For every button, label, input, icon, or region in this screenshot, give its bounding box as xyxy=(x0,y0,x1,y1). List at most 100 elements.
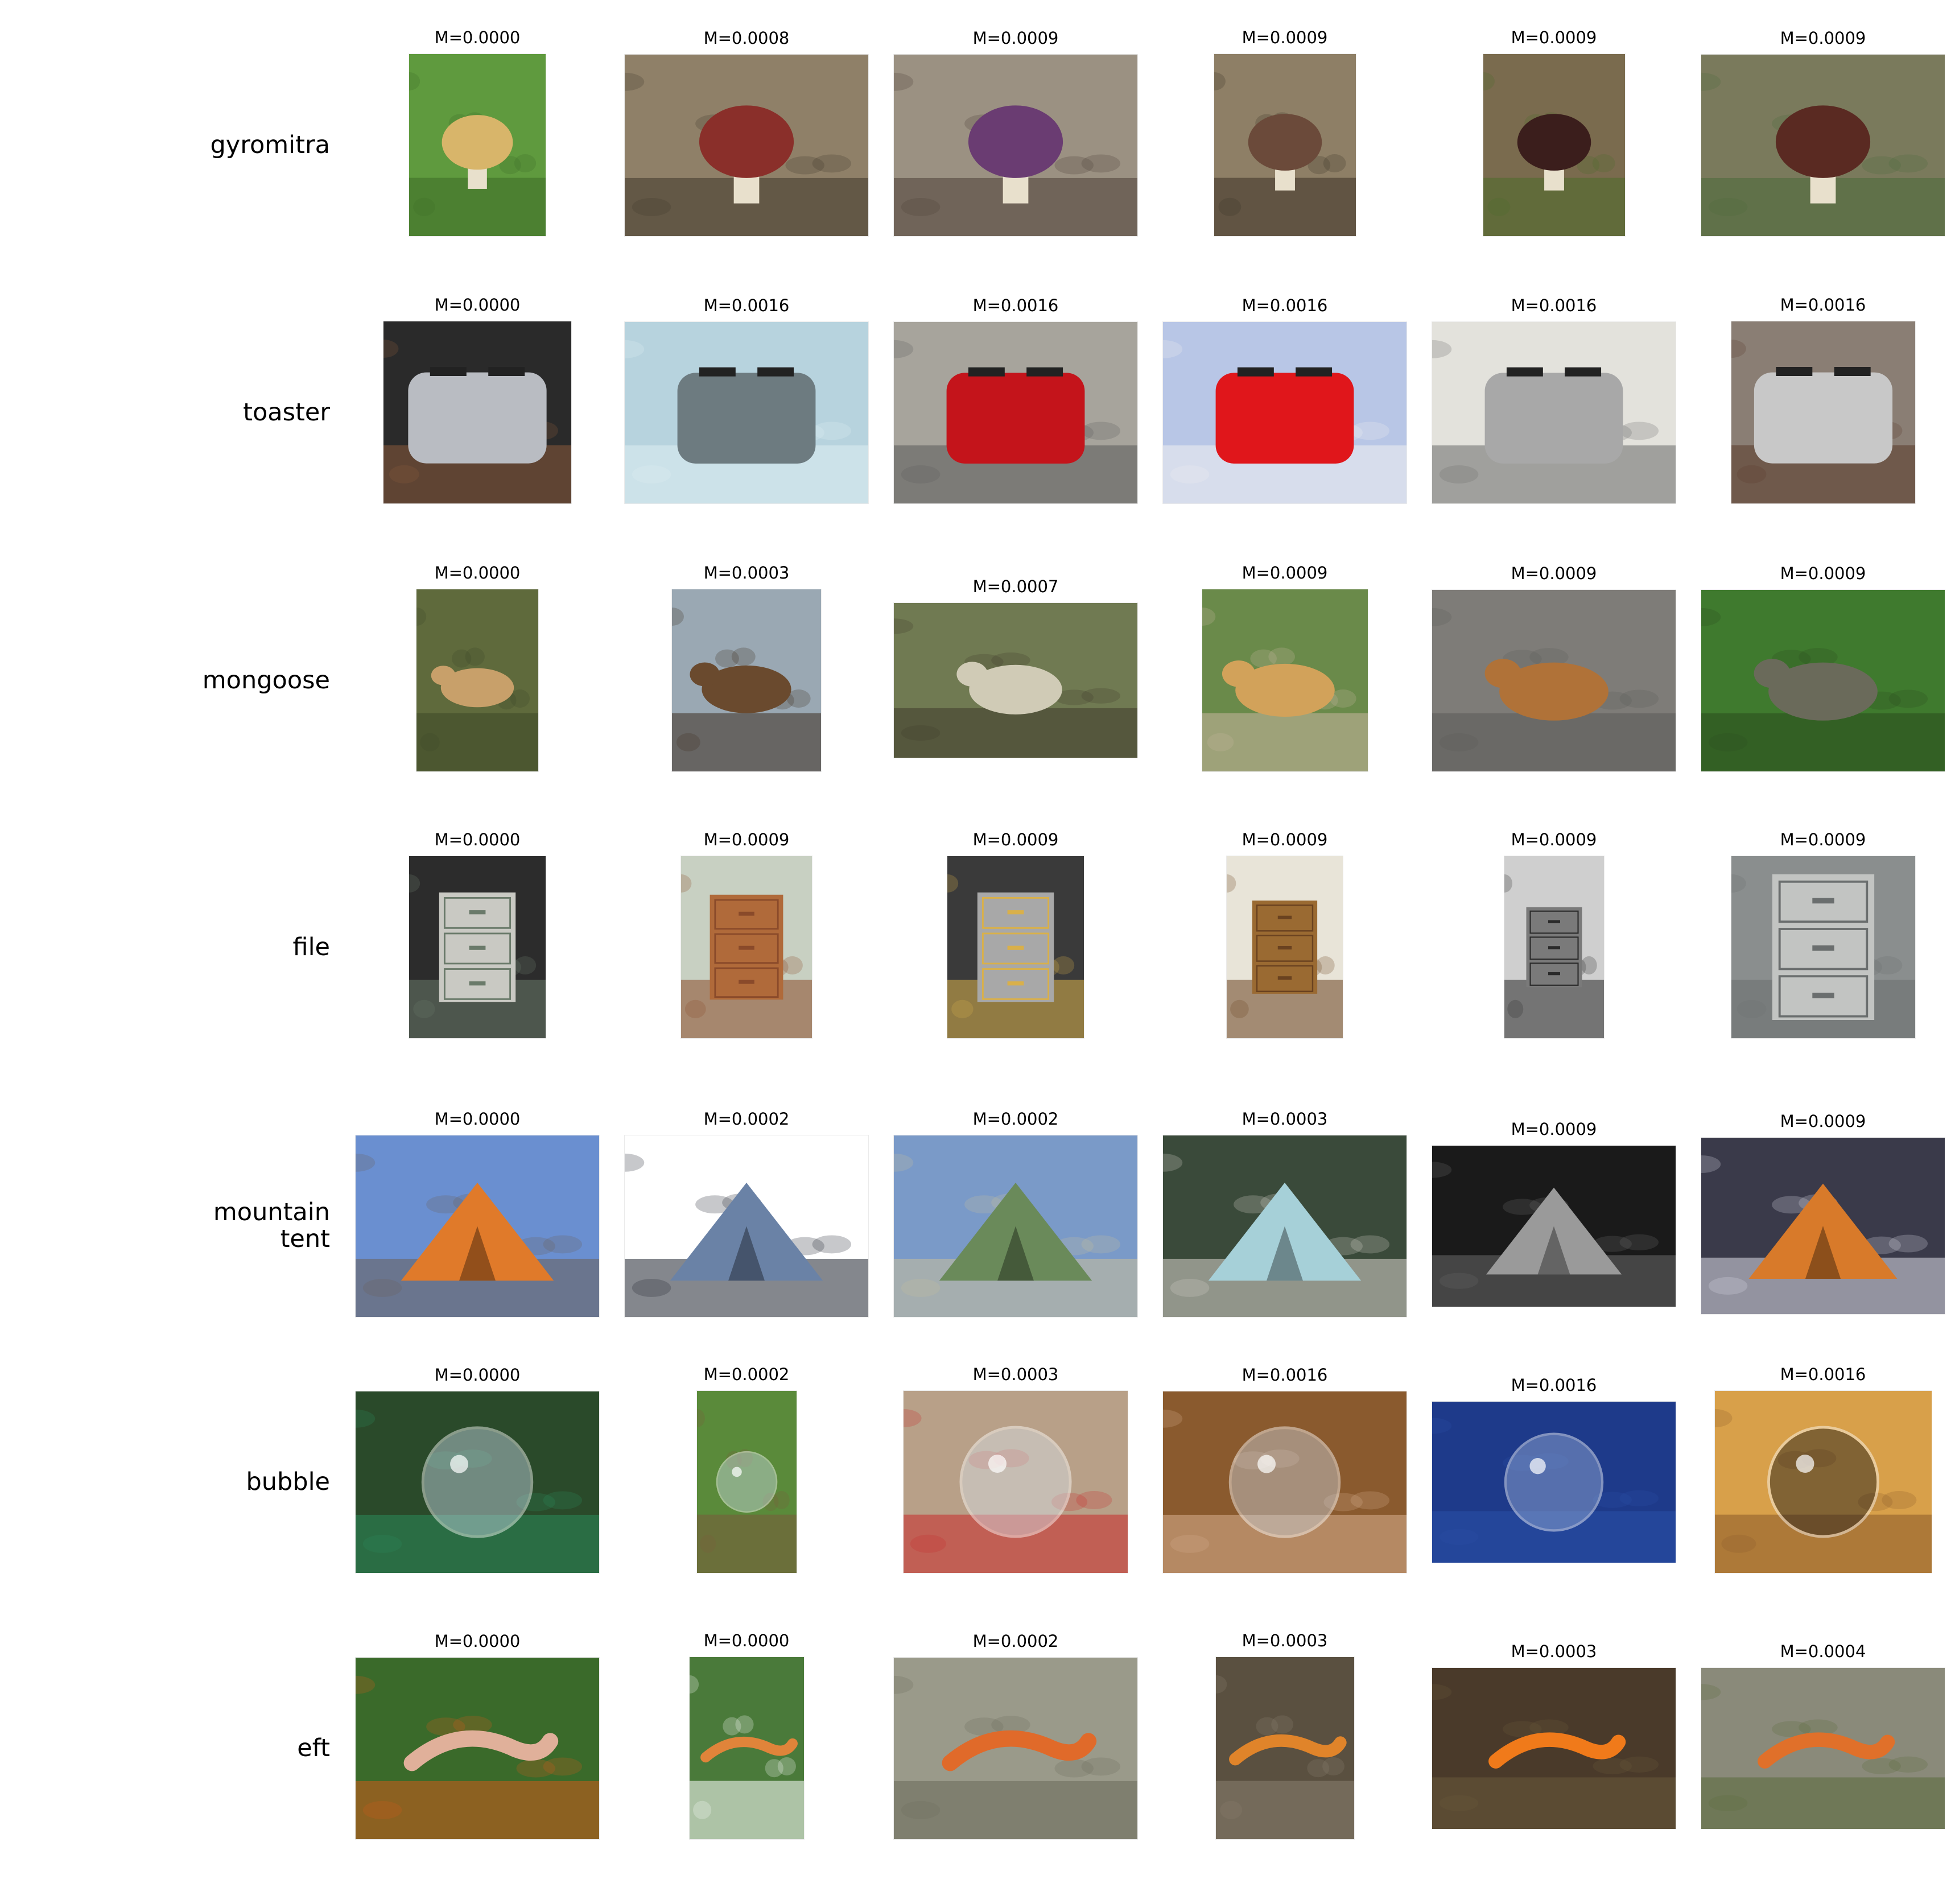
row-label: gyromitra xyxy=(210,130,330,159)
tent-body xyxy=(1208,1182,1362,1281)
toaster-photo xyxy=(625,321,868,503)
tent-door xyxy=(459,1226,496,1281)
drawer-handle xyxy=(1277,945,1292,950)
toaster-slot xyxy=(488,367,525,376)
salamander-photo xyxy=(689,1657,804,1839)
image-caption: M=0.0016 xyxy=(972,295,1059,315)
thumbnail-image xyxy=(624,53,869,237)
tent-photo xyxy=(1701,1138,1945,1314)
row-label: toaster xyxy=(243,398,330,427)
drawer-handle xyxy=(1548,946,1560,949)
image-cell: M=0.0004 xyxy=(1701,1625,1945,1840)
image-caption: M=0.0003 xyxy=(972,1365,1059,1384)
thumbnail-image xyxy=(383,321,572,504)
image-caption: M=0.0007 xyxy=(972,577,1059,596)
drawer-handle xyxy=(469,981,486,986)
image-caption: M=0.0000 xyxy=(434,1109,521,1129)
thumbnail-image xyxy=(1201,589,1368,772)
ground xyxy=(1202,713,1368,771)
toaster-slot xyxy=(968,367,1005,377)
tent-body xyxy=(670,1182,823,1281)
image-caption: M=0.0016 xyxy=(1242,1365,1328,1385)
image-cell: M=0.0016 xyxy=(1162,1359,1407,1573)
image-caption: M=0.0009 xyxy=(1780,563,1866,583)
row-label: mongoose xyxy=(202,666,330,695)
image-caption: M=0.0003 xyxy=(703,563,790,583)
image-caption: M=0.0009 xyxy=(1242,830,1328,849)
image-cell: M=0.0007 xyxy=(893,557,1138,772)
thumbnail-image xyxy=(1213,53,1356,237)
cabinet-drawer xyxy=(981,897,1050,929)
thumbnail-image xyxy=(893,321,1138,504)
thumbnail-image xyxy=(355,1657,600,1840)
image-caption: M=0.0000 xyxy=(434,295,521,315)
ground xyxy=(1701,713,1945,771)
image-caption: M=0.0009 xyxy=(1511,1119,1597,1139)
tent-body xyxy=(1486,1187,1622,1274)
salamander-photo xyxy=(1215,1657,1354,1839)
animal-body xyxy=(1499,662,1608,721)
animal-head xyxy=(431,666,456,685)
thumbnail-image xyxy=(893,53,1138,237)
image-caption: M=0.0003 xyxy=(1242,1109,1328,1129)
cabinet-photo xyxy=(1504,856,1604,1038)
bubble xyxy=(959,1426,1072,1538)
drawer-handle xyxy=(739,911,754,916)
toaster-photo xyxy=(894,321,1137,503)
image-cell: M=0.0000 xyxy=(355,1359,600,1573)
image-caption: M=0.0016 xyxy=(1511,295,1597,315)
image-cell: M=0.0002 xyxy=(893,1103,1138,1317)
mushroom-photo xyxy=(894,54,1137,236)
cabinet-photo xyxy=(947,856,1084,1038)
image-caption: M=0.0002 xyxy=(703,1365,790,1384)
thumbnail-image xyxy=(1701,53,1945,237)
image-cell: M=0.0000 xyxy=(355,290,600,504)
thumbnail-image xyxy=(416,589,539,772)
thumbnail-image xyxy=(1432,1145,1676,1307)
cabinet-drawer xyxy=(1529,936,1579,960)
animal-head xyxy=(956,662,988,687)
image-cell: M=0.0016 xyxy=(624,290,869,504)
salamander-photo xyxy=(1701,1667,1945,1829)
ground xyxy=(689,1781,804,1839)
image-cell: M=0.0009 xyxy=(1701,824,1945,1039)
image-cell: M=0.0003 xyxy=(1432,1625,1676,1840)
image-cell: M=0.0009 xyxy=(1432,824,1676,1039)
cabinet-photo xyxy=(1227,856,1343,1038)
salamander-photo xyxy=(1432,1667,1676,1829)
cabinet-drawer xyxy=(1529,910,1579,934)
cabinet-drawer xyxy=(1529,963,1579,986)
bubble xyxy=(1767,1426,1879,1538)
animal-body xyxy=(702,665,791,713)
drawer-handle xyxy=(1007,910,1024,915)
row-label: eft xyxy=(297,1733,330,1762)
drawer-handle xyxy=(1812,898,1834,904)
image-cell: M=0.0000 xyxy=(355,1625,600,1840)
image-caption: M=0.0000 xyxy=(434,563,521,583)
thumbnail-image xyxy=(1730,856,1916,1039)
ground xyxy=(1432,1510,1676,1563)
mushroom-cap xyxy=(968,105,1063,178)
cabinet-drawer xyxy=(1778,880,1868,923)
salamander-body xyxy=(1228,1734,1347,1766)
bubble xyxy=(421,1426,534,1538)
toaster-slot xyxy=(1026,367,1063,377)
animal-body xyxy=(440,668,514,708)
cabinet-photo xyxy=(409,856,546,1038)
thumbnail-image xyxy=(409,856,546,1039)
ground xyxy=(356,1514,599,1573)
animal-body xyxy=(969,664,1062,714)
salamander-body xyxy=(403,1730,559,1771)
toaster-slot xyxy=(757,367,794,377)
image-caption: M=0.0008 xyxy=(703,28,790,48)
image-caption: M=0.0003 xyxy=(1242,1631,1328,1650)
toaster-body xyxy=(408,372,547,464)
drawer-handle xyxy=(1007,981,1024,986)
ground xyxy=(894,1781,1137,1839)
toaster-slot xyxy=(1834,367,1871,376)
cabinet-drawer xyxy=(1778,928,1868,970)
image-cell: M=0.0000 xyxy=(355,824,600,1039)
ground xyxy=(1701,1777,1945,1829)
image-cell: M=0.0009 xyxy=(1432,22,1676,237)
toaster-slot xyxy=(1565,367,1602,377)
